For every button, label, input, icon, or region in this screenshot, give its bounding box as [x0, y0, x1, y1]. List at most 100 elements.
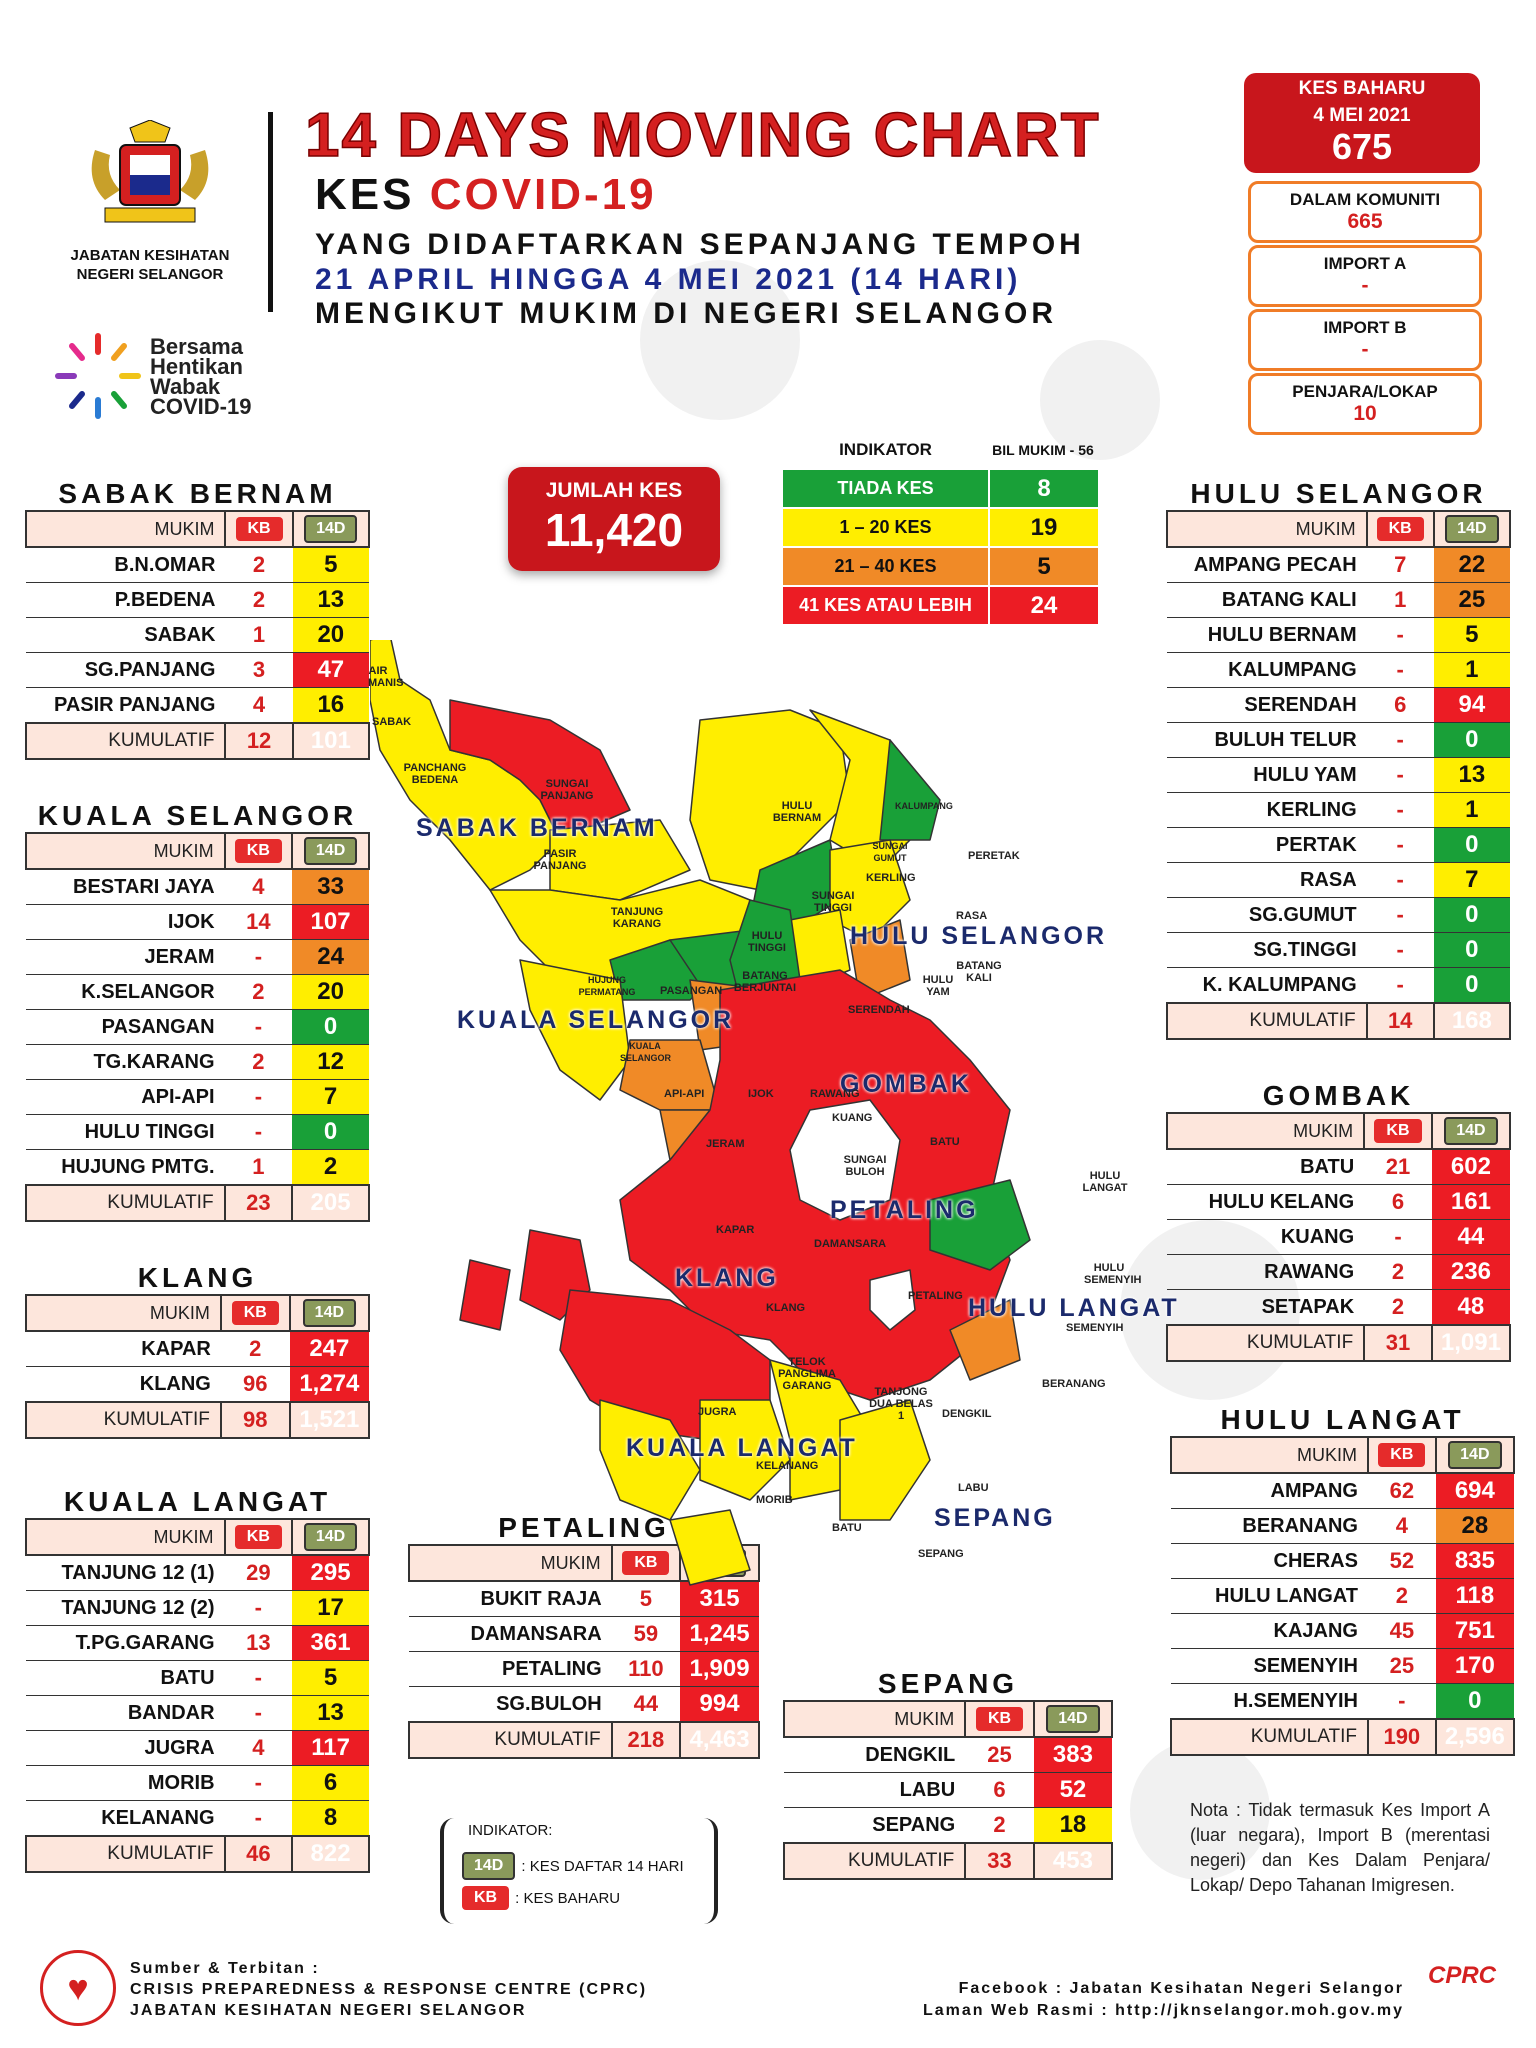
column-header-mukim: MUKIM — [25, 1294, 222, 1332]
source-line3: JABATAN KESIHATAN NEGERI SELANGOR — [130, 2002, 527, 2019]
kb-tag: KB — [622, 1551, 670, 1575]
background-virus-shape — [640, 260, 800, 420]
mukim-name: KAJANG — [1171, 1613, 1368, 1649]
kb-value: 4 — [224, 1730, 293, 1766]
panel-title: SABAK BERNAM — [58, 478, 337, 509]
mukim-name: T.PG.GARANG — [26, 1625, 225, 1661]
total-label: KUMULATIF — [782, 1842, 967, 1880]
kb-value: - — [224, 939, 293, 975]
d14-value: 12 — [292, 1044, 369, 1080]
map-mukim-label: PASANGAN — [660, 985, 723, 997]
map-mukim-label: SEMENYIH — [1066, 1322, 1124, 1334]
map-mukim-label: RASA — [956, 910, 988, 922]
d14-value: 107 — [292, 904, 369, 940]
indicator-count: 24 — [990, 587, 1098, 624]
table-row: T.PG.GARANG 13 361 — [26, 1625, 369, 1661]
indicator-table: INDIKATOR BIL MUKIM - 56 TIADA KES 8 1 – … — [783, 430, 1098, 626]
table-row: SG.BULOH 44 994 — [409, 1686, 759, 1723]
mukim-name: AMPANG PECAH — [1167, 547, 1367, 583]
d14-value: 8 — [292, 1800, 369, 1837]
kb-value: 2 — [1364, 1254, 1432, 1290]
d14-value: 0 — [1433, 967, 1510, 1004]
mukim-name: JUGRA — [26, 1730, 225, 1766]
mukim-name: KUANG — [1167, 1219, 1365, 1255]
legend-14d-text: : KES DAFTAR 14 HARI — [521, 1857, 684, 1875]
kb-value: 5 — [611, 1581, 681, 1617]
total-d14: 205 — [291, 1184, 370, 1222]
d14-value: 0 — [1433, 722, 1510, 758]
d14-value: 118 — [1435, 1578, 1514, 1614]
campaign-line1: Bersama — [150, 334, 243, 359]
total-kb: 218 — [610, 1721, 682, 1759]
table-header-row: MUKIM KB 14D — [1166, 510, 1512, 548]
website-link[interactable]: Laman Web Rasmi : http://jknselangor.moh… — [922, 2002, 1404, 2019]
table-row: PASANGAN -0 — [26, 1009, 369, 1045]
indicator-label: 21 – 40 KES — [783, 548, 988, 585]
table-row: KELANANG -8 — [26, 1800, 369, 1837]
mukim-name: HULU YAM — [1167, 757, 1367, 793]
table-row: MORIB -6 — [26, 1765, 369, 1801]
kb-value: - — [1366, 932, 1434, 968]
panel-title: HULU LANGAT — [1220, 1404, 1465, 1435]
d14-value: 161 — [1431, 1184, 1510, 1220]
mukim-name: TG.KARANG — [26, 1044, 225, 1080]
map-mukim-label: SEPANG — [918, 1548, 964, 1560]
column-header-mukim: MUKIM — [24, 510, 227, 548]
kb-value: - — [224, 1009, 293, 1045]
table-row: JUGRA 4 117 — [26, 1730, 369, 1766]
mukim-name: HULU KELANG — [1167, 1184, 1365, 1220]
table-row: LABU 6 52 — [784, 1772, 1112, 1808]
map-mukim-label: BATANG KALI — [956, 960, 1002, 984]
table-total-row: KUMULATIF 218 4,463 — [408, 1721, 760, 1759]
new-cases-value: 675 — [1331, 126, 1393, 167]
kb-tag: KB — [234, 839, 282, 863]
table-row: P.BEDENA 2 13 — [26, 582, 369, 618]
d14-tag: 14D — [303, 837, 358, 865]
table-row: SEPANG 2 18 — [784, 1807, 1112, 1844]
indicator-header-left: INDIKATOR — [839, 440, 932, 459]
map-mukim-label: AIR MANIS — [368, 665, 404, 689]
kb-tag: KB — [1374, 1119, 1422, 1143]
panel-hulu-langat: HULU LANGAT MUKIM KB 14D AMPANG 62 694 BERANANG… — [1170, 1404, 1516, 1756]
footnote: Nota : Tidak termasuk Kes Import A (luar… — [1190, 1800, 1490, 1895]
kb-value: 2 — [220, 1331, 290, 1367]
table-row: SERENDAH 6 94 — [1167, 687, 1510, 723]
box-label: IMPORT A — [1323, 254, 1407, 273]
mukim-name: PASANGAN — [26, 1009, 225, 1045]
mukim-table: MUKIM KB 14D B.N.OMAR 2 5 P.BEDENA 2 13 SABAK 1 20 S… — [24, 510, 371, 760]
total-d14: 168 — [1432, 1002, 1512, 1040]
mukim-name: RAWANG — [1167, 1254, 1365, 1290]
cprc-footer-logo: ♥ — [40, 1950, 116, 2026]
facebook-link[interactable]: Facebook : Jabatan Kesihatan Negeri Sela… — [958, 1980, 1404, 1997]
map-mukim-label: BATU — [832, 1522, 862, 1534]
kb-value: 96 — [220, 1366, 290, 1403]
kb-value: - — [1364, 1219, 1432, 1255]
d14-value: 835 — [1435, 1543, 1514, 1579]
map-mukim-label: API-API — [664, 1088, 705, 1100]
map-mukim-label: KELANANG — [756, 1460, 819, 1472]
mukim-name: SEPANG — [784, 1807, 966, 1844]
mukim-name: KAPAR — [26, 1331, 221, 1367]
map-label-sabak-bernam: SABAK BERNAM — [416, 814, 658, 842]
d14-value: 315 — [680, 1581, 759, 1617]
mukim-name: MORIB — [26, 1765, 225, 1801]
kb-value: 2 — [1364, 1289, 1432, 1326]
d14-value: 24 — [292, 939, 369, 975]
d14-value: 994 — [680, 1686, 759, 1723]
map-mukim-label: KUANG — [832, 1112, 873, 1124]
state-emblem — [75, 119, 225, 235]
mukim-name: HULU LANGAT — [1171, 1578, 1368, 1614]
mukim-table: MUKIM KB 14D AMPANG PECAH 7 22 BATANG KALI 1 25 H… — [1166, 510, 1512, 1040]
mukim-table: MUKIM KB 14D BATU 21 602 HULU KELANG 6 161 KUANG -… — [1165, 1112, 1512, 1362]
kb-value: 29 — [224, 1555, 293, 1591]
d14-value: 1,245 — [680, 1616, 759, 1652]
mukim-name: RASA — [1167, 862, 1367, 898]
d14-tag: 14D — [1448, 1441, 1502, 1469]
table-row: SG.TINGGI -0 — [1167, 932, 1510, 968]
kb-value: - — [1366, 862, 1434, 898]
kb-value: - — [224, 1765, 293, 1801]
kb-value: 13 — [224, 1625, 293, 1661]
campaign-line3: Wabak — [150, 374, 221, 399]
legend-title: INDIKATOR: — [468, 1822, 553, 1839]
kb-value: 1 — [225, 617, 293, 653]
